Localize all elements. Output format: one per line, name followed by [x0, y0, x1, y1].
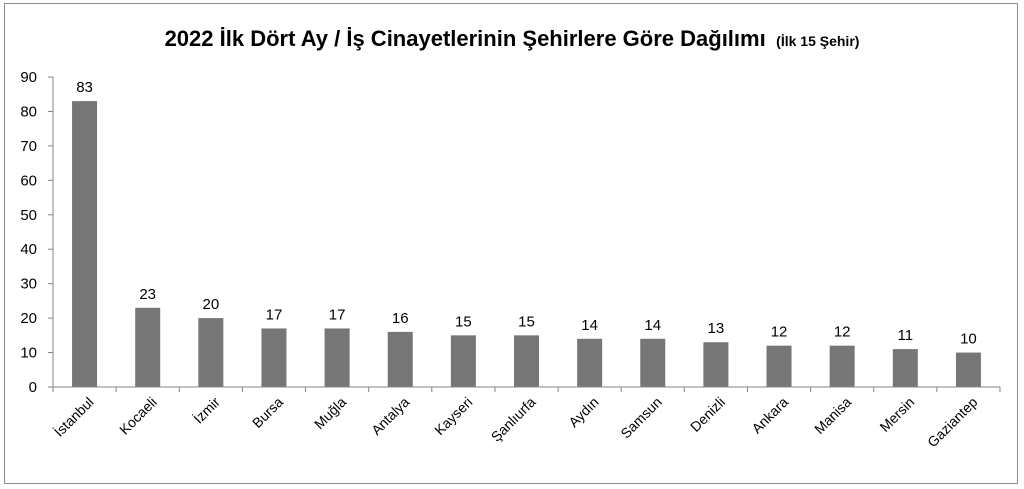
data-label: 83	[76, 79, 93, 96]
chart-title-subtitle: (İlk 15 Şehir)	[776, 33, 859, 49]
data-label: 14	[644, 317, 661, 334]
data-label: 15	[518, 313, 535, 330]
chart-title: 2022 İlk Dört Ay / İş Cinayetlerinin Şeh…	[165, 26, 860, 51]
x-tick-label: İstanbul	[50, 393, 97, 440]
x-tick-label: İzmir	[189, 393, 223, 427]
bar	[766, 345, 792, 387]
bar	[324, 328, 350, 387]
y-tick-label: 90	[20, 69, 37, 86]
bars	[72, 101, 981, 387]
data-label: 17	[329, 306, 346, 323]
x-tick-label: Denizli	[687, 394, 728, 435]
y-tick-label: 70	[20, 138, 37, 155]
y-tick-label: 30	[20, 276, 37, 293]
x-tick-label: Antalya	[368, 394, 412, 438]
bar	[577, 338, 603, 387]
data-label: 14	[581, 317, 598, 334]
bar	[450, 335, 476, 387]
x-tick-label: Kocaeli	[116, 394, 160, 438]
data-label: 20	[202, 296, 219, 313]
bar	[703, 342, 729, 387]
x-tick-label: Gaziantep	[924, 394, 981, 451]
x-tick-label: Kayseri	[431, 394, 475, 438]
y-tick-label: 20	[20, 310, 37, 327]
y-tick-label: 50	[20, 207, 37, 224]
bar	[955, 352, 981, 387]
bar	[829, 345, 855, 387]
x-tick-label: Muğla	[311, 394, 349, 432]
x-tick-label: Manisa	[811, 394, 854, 437]
bar	[387, 331, 413, 387]
data-label: 12	[834, 324, 851, 341]
chart-title-main: 2022 İlk Dört Ay / İş Cinayetlerinin Şeh…	[165, 26, 766, 51]
x-tick-label: Samsun	[617, 394, 665, 442]
bar	[514, 335, 539, 387]
data-labels: 83 23 20 17 17 16 15 15 14 14 13 12 12 11 10	[76, 79, 977, 347]
x-tick-label: Şanlıurfa	[488, 394, 539, 445]
bar	[135, 307, 161, 387]
bar	[198, 318, 224, 387]
x-tick-label: Ankara	[748, 394, 791, 437]
chart-frame	[4, 3, 1018, 484]
bar	[640, 338, 666, 387]
data-label: 17	[266, 306, 283, 323]
bar	[72, 101, 98, 387]
data-label: 15	[455, 313, 472, 330]
y-tick-label: 80	[20, 103, 37, 120]
y-tick-label: 10	[20, 345, 37, 362]
data-label: 12	[771, 324, 788, 341]
data-label: 10	[960, 331, 977, 348]
y-axis: 0 10 20 30 40 50 60 70 80 90	[20, 69, 54, 396]
y-tick-label: 0	[29, 379, 37, 396]
y-tick-label: 60	[20, 172, 37, 189]
data-label: 13	[708, 320, 725, 337]
y-tick-label: 40	[20, 241, 37, 258]
bar	[261, 328, 287, 387]
data-label: 11	[898, 327, 914, 344]
x-axis: İstanbul Kocaeli İzmir Bursa Muğla Antalya Kay…	[50, 386, 1001, 451]
x-tick-label: Bursa	[249, 394, 286, 431]
bar	[892, 349, 918, 387]
x-tick-label: Aydın	[565, 394, 601, 430]
x-tick-label: Mersin	[876, 394, 917, 435]
data-label: 16	[392, 310, 409, 327]
data-label: 23	[139, 286, 156, 303]
